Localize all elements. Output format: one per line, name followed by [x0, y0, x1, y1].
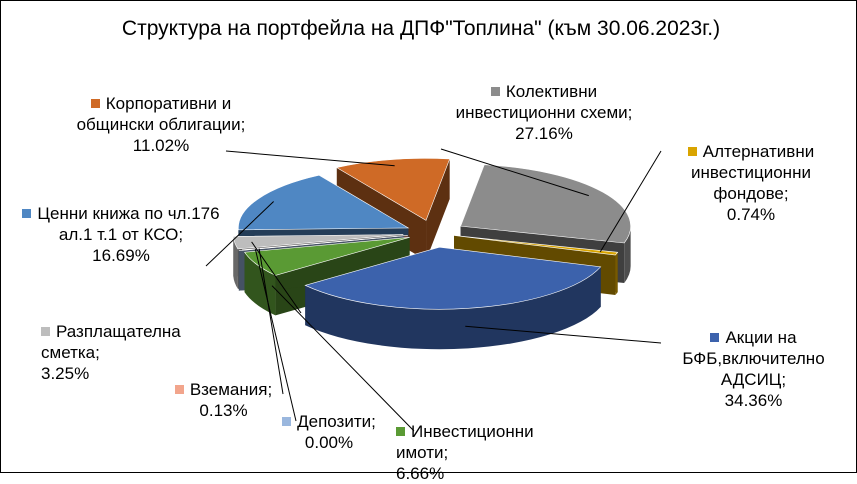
data-label-value: 3.25% — [41, 364, 89, 383]
data-label-name: Корпоративни и общински облигации; — [77, 94, 246, 134]
legend-swatch — [175, 385, 184, 394]
data-label-value: 0.13% — [199, 401, 247, 420]
legend-swatch — [688, 147, 697, 156]
data-label: Инвестиционни имоти; 6.66% — [396, 421, 576, 484]
data-label-name: Акции на БФБ,включително АДСИЦ; — [682, 328, 824, 389]
legend-swatch — [41, 327, 50, 336]
data-label: Депозити; 0.00% — [269, 411, 389, 453]
data-label-value: 6.66% — [396, 464, 444, 483]
data-label-value: 0.74% — [727, 205, 775, 224]
data-label-value: 34.36% — [725, 391, 783, 410]
data-label-value: 16.69% — [92, 246, 150, 265]
data-label: Колективни инвестиционни схеми; 27.16% — [449, 81, 639, 144]
legend-swatch — [710, 333, 719, 342]
data-label-name: Алтернативни инвестиционни фондове; — [691, 142, 814, 203]
data-label-name: Разплащателна сметка; — [41, 322, 181, 362]
pie-slice-edge — [615, 252, 617, 295]
data-label-value: 0.00% — [305, 433, 353, 452]
data-label-value: 27.16% — [515, 124, 573, 143]
data-label: Вземания;0.13% — [161, 379, 286, 421]
legend-swatch — [91, 99, 100, 108]
data-label-name: Ценни книжа по чл.176 ал.1 т.1 от КСО; — [37, 204, 219, 244]
legend-swatch — [396, 427, 405, 436]
data-label-name: Депозити; — [297, 412, 376, 431]
data-label: Акции на БФБ,включително АДСИЦ; 34.36% — [661, 327, 846, 411]
data-label: Разплащателна сметка; 3.25% — [41, 321, 236, 384]
data-label-name: Инвестиционни имоти; — [396, 422, 534, 462]
legend-swatch — [491, 87, 500, 96]
legend-swatch — [22, 209, 31, 218]
data-label-name: Колективни инвестиционни схеми; — [456, 82, 633, 122]
data-label: Корпоративни и общински облигации; 11.02% — [56, 93, 266, 156]
data-label: Алтернативни инвестиционни фондове; 0.74% — [661, 141, 841, 225]
data-label: Ценни книжа по чл.176 ал.1 т.1 от КСО; 16… — [21, 203, 221, 266]
data-label-value: 11.02% — [133, 136, 189, 155]
chart-frame: Структура на портфейла на ДПФ"Топлина" (… — [0, 0, 857, 473]
